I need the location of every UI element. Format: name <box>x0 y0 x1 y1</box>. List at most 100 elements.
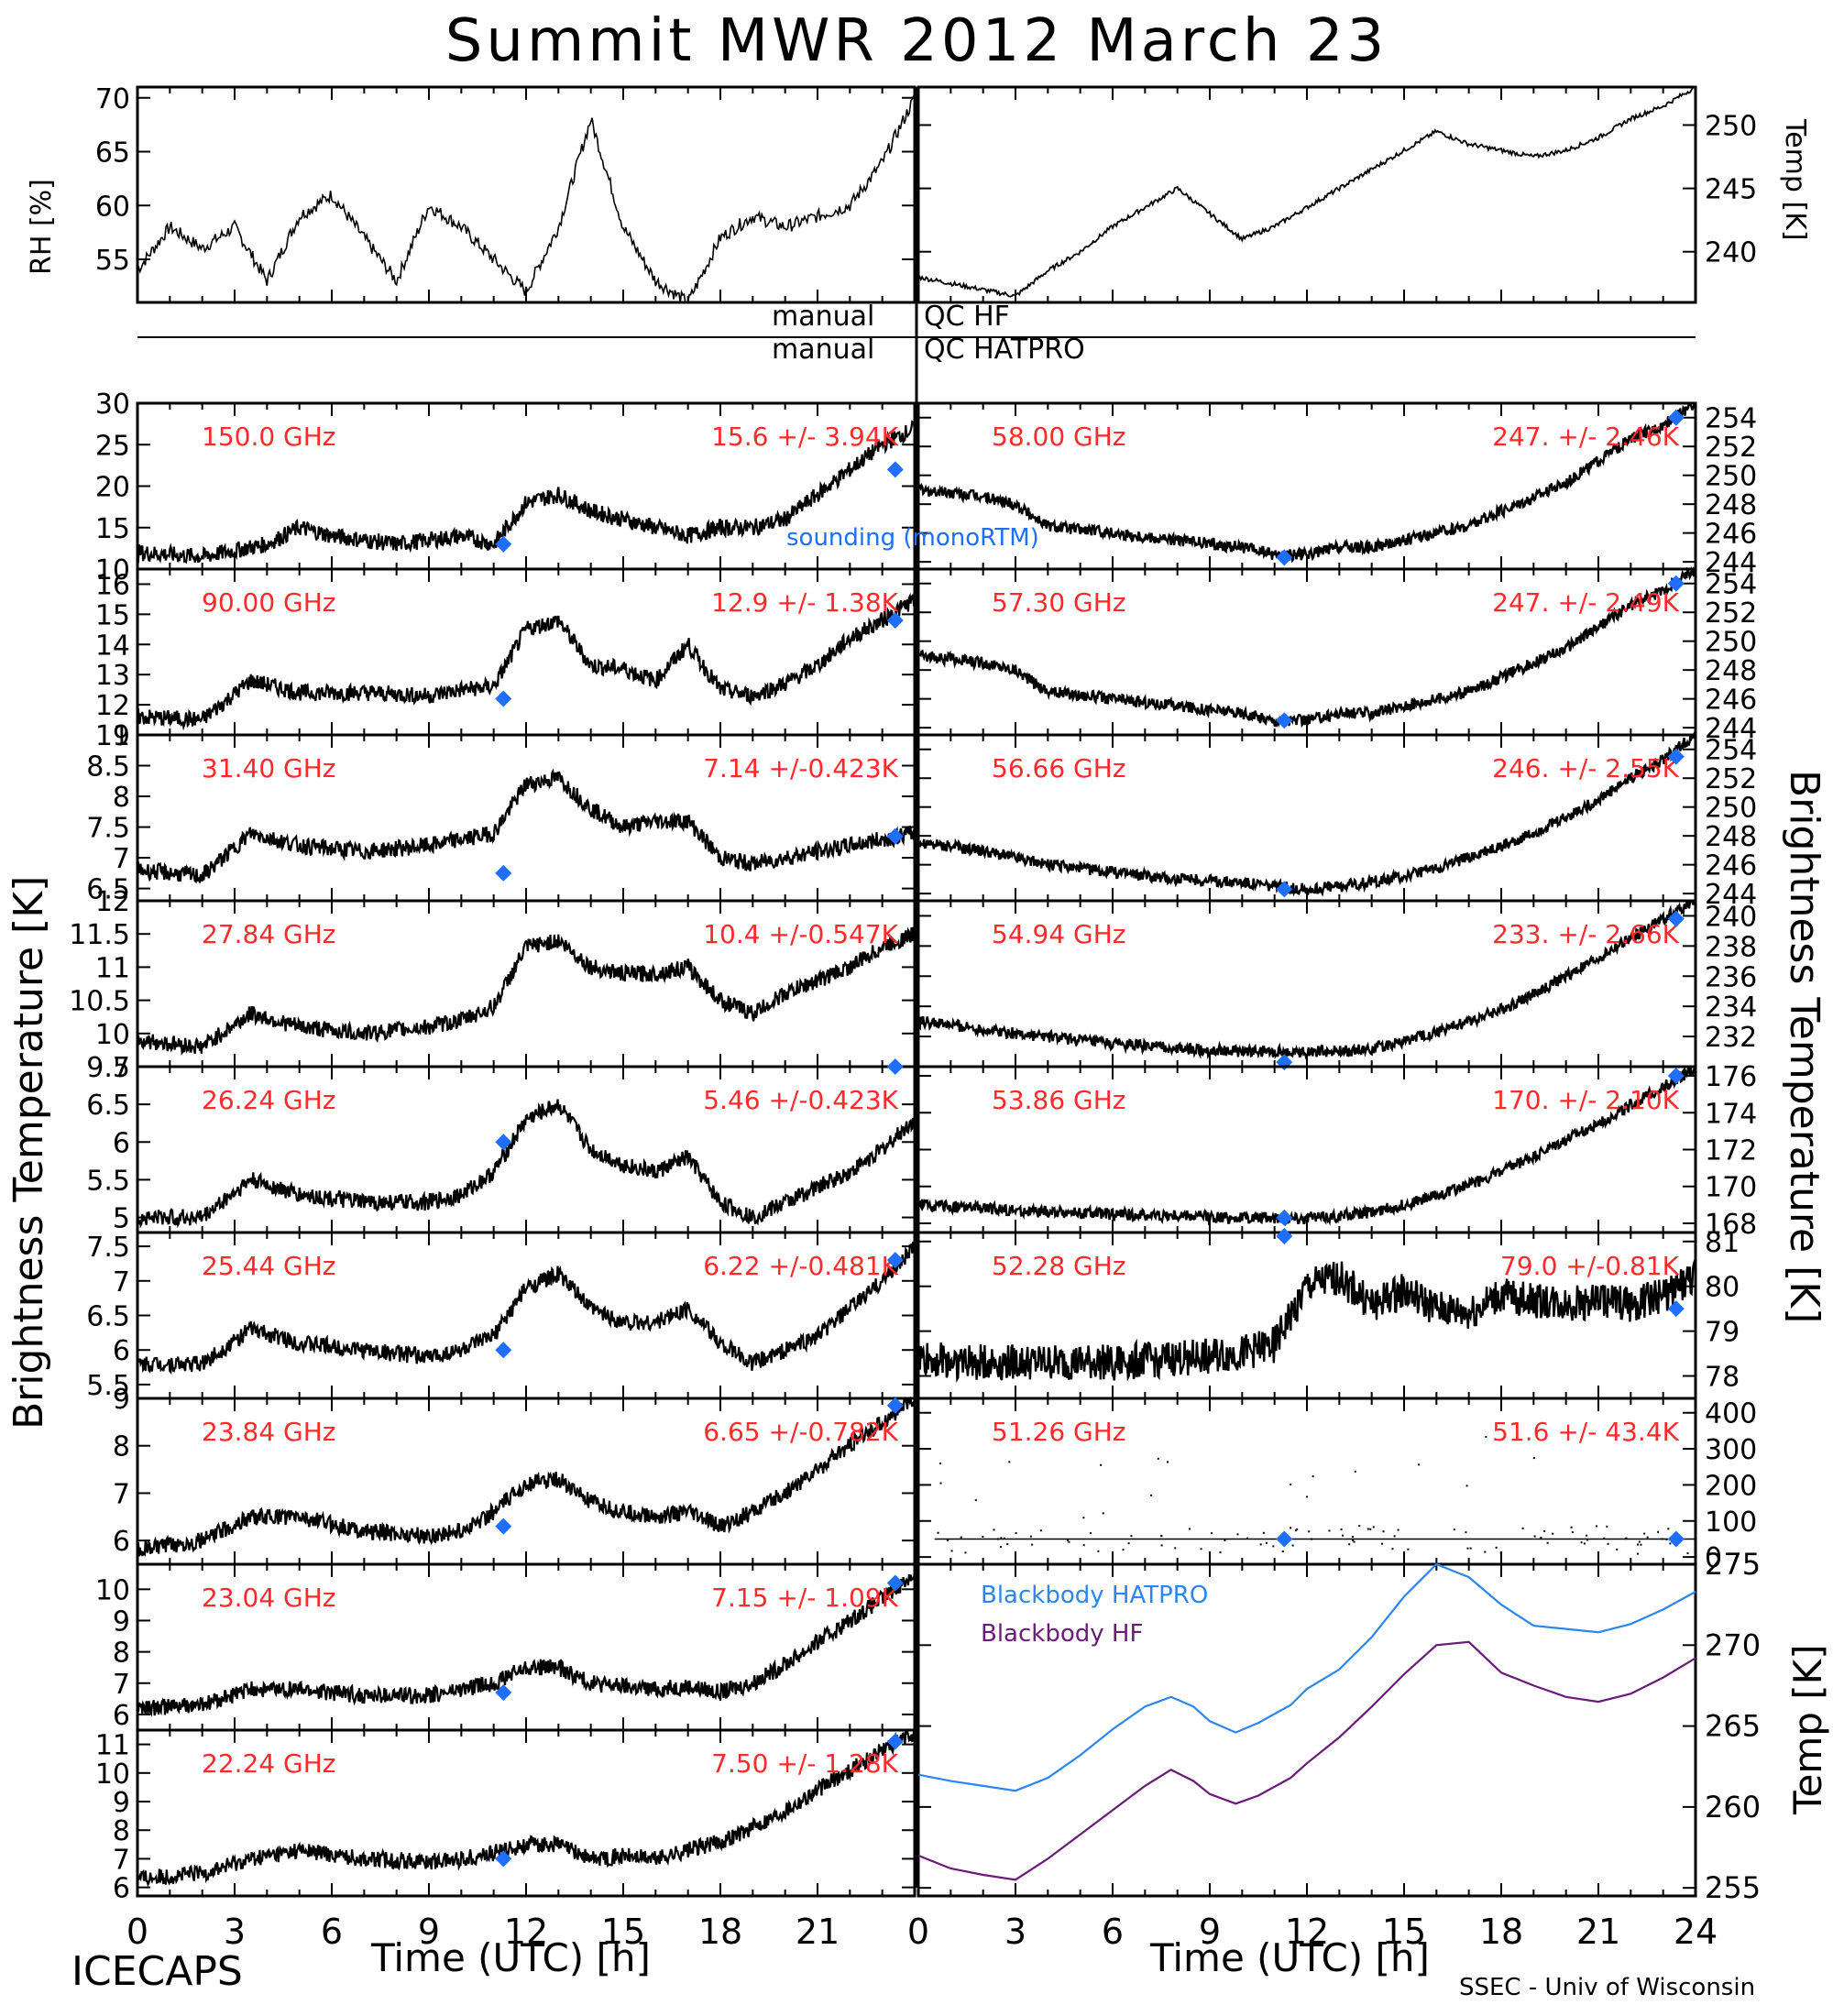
qc-hf-label-a: manual <box>772 301 875 333</box>
scatter-point <box>1354 1470 1356 1473</box>
y-tick-label: 300 <box>1705 1434 1757 1466</box>
panel-frame-rh <box>136 85 916 304</box>
scatter-point <box>1003 1537 1005 1539</box>
freq-label-31.4: 31.40 GHz <box>202 753 336 783</box>
scatter-point <box>1160 1534 1163 1537</box>
scatter-point <box>1341 1534 1344 1537</box>
scatter-point <box>1580 1541 1583 1544</box>
freq-label-58: 58.00 GHz <box>992 422 1126 452</box>
scatter-point <box>1348 1543 1351 1546</box>
sounding-point <box>886 1733 904 1750</box>
y-tick-label: 9.5 <box>86 1052 130 1084</box>
x-tick-label-left: 21 <box>796 1912 840 1952</box>
scatter-point <box>1031 1543 1034 1546</box>
scatter-point <box>1097 1550 1100 1552</box>
stat-label-90: 12.9 +/- 1.38K <box>711 587 898 618</box>
series-line-53.86 <box>917 1066 1696 1227</box>
scatter-point <box>1291 1544 1294 1547</box>
series-line-58 <box>916 401 1696 564</box>
y-tick-label: 12 <box>95 886 130 918</box>
scatter-point <box>1089 1532 1092 1535</box>
scatter-point <box>1532 1457 1535 1460</box>
y-tick-label: 7 <box>113 843 130 875</box>
y-tick-label: 7.5 <box>86 1232 130 1264</box>
y-tick-label: 252 <box>1705 597 1757 630</box>
scatter-point <box>1308 1530 1311 1533</box>
sounding-point <box>1667 1068 1685 1085</box>
y-tick-label: 176 <box>1705 1061 1757 1093</box>
stat-label-53.86: 170. +/- 2.10K <box>1492 1085 1679 1115</box>
y-tick-label: 275 <box>1705 1547 1761 1582</box>
scatter-point <box>1372 1526 1375 1528</box>
scatter-point <box>1418 1463 1421 1466</box>
scatter-point <box>1546 1541 1549 1544</box>
scatter-point <box>1552 1532 1554 1535</box>
x-tick-label-left: 6 <box>321 1912 343 1952</box>
y-tick-label: 254 <box>1705 569 1757 601</box>
scatter-point <box>1465 1485 1468 1487</box>
y-tick-label: 168 <box>1705 1209 1757 1241</box>
scatter-point <box>1640 1543 1642 1546</box>
y-tick-label: 8 <box>113 1638 130 1670</box>
scatter-point <box>1586 1539 1589 1541</box>
y-tick-label: 0 <box>1705 1542 1722 1574</box>
y-tick-label: 238 <box>1705 931 1757 963</box>
series-line-25.44 <box>136 1240 916 1375</box>
sounding-point <box>886 827 904 845</box>
y-tick-label: 8.5 <box>86 751 130 783</box>
y-tick-label: 260 <box>1705 1790 1761 1824</box>
scatter-point <box>1211 1532 1213 1535</box>
scatter-point <box>1465 1531 1467 1534</box>
chart-title: Summit MWR 2012 March 23 <box>445 7 1388 75</box>
qc-hatpro-label-b: QC HATPRO <box>924 334 1085 366</box>
scatter-point <box>1157 1457 1159 1460</box>
y-tick-label: 246 <box>1705 519 1757 551</box>
scatter-point <box>950 1550 953 1552</box>
y-tick-label: 170 <box>1705 1172 1757 1204</box>
qc-hf-label-b: QC HF <box>924 301 1010 333</box>
y-tick-label: 11 <box>95 952 130 984</box>
sounding-point <box>495 1684 512 1702</box>
y-tick-label: 5.5 <box>86 1370 130 1402</box>
scatter-point <box>1393 1535 1396 1538</box>
scatter-point <box>1000 1546 1003 1549</box>
scatter-point <box>947 1539 949 1541</box>
y-tick-label: 7 <box>113 1266 130 1298</box>
scatter-point <box>1595 1525 1597 1528</box>
scatter-point <box>1381 1542 1384 1545</box>
freq-label-150: 150.0 GHz <box>202 422 336 452</box>
panel-frame-temp <box>916 85 1697 304</box>
y-tick-label: 30 <box>95 389 130 421</box>
scatter-point <box>964 1551 967 1554</box>
y-tick-label: 400 <box>1705 1398 1757 1430</box>
y-tick-label: 200 <box>1705 1470 1757 1502</box>
scatter-point <box>1265 1541 1268 1544</box>
x-tick-label-right: 3 <box>1004 1912 1026 1952</box>
y-tick-label: 10 <box>95 1574 130 1606</box>
scatter-point <box>1000 1537 1003 1539</box>
x-axis-label-left: Time (UTC) [h] <box>371 1935 651 1980</box>
series-line-56.66 <box>916 731 1697 897</box>
scatter-point <box>1100 1463 1103 1466</box>
stat-label-22.24: 7.50 +/- 1.28K <box>711 1748 898 1779</box>
scatter-point <box>1236 1533 1239 1536</box>
y-tick-label: 244 <box>1705 547 1757 579</box>
scatter-point <box>1130 1535 1133 1538</box>
y-tick-label: 248 <box>1705 821 1757 853</box>
y-tick-label: 5.5 <box>86 1165 130 1197</box>
scatter-point <box>1636 1552 1639 1555</box>
scatter-point <box>1499 1551 1502 1554</box>
sounding-point <box>1667 1530 1685 1548</box>
y-tick-label: 250 <box>1705 110 1757 142</box>
y-tick-label: 6.5 <box>86 1301 130 1333</box>
stat-label-31.4: 7.14 +/-0.423K <box>703 753 898 783</box>
y-tick-label: 6 <box>113 1526 130 1558</box>
x-tick-label-right: 21 <box>1576 1912 1620 1952</box>
x-tick-label-right: 15 <box>1382 1912 1426 1952</box>
y-tick-label: 10 <box>95 554 130 586</box>
sounding-point <box>886 1058 904 1075</box>
scatter-point <box>1543 1529 1546 1532</box>
stat-label-23.04: 7.15 +/- 1.09K <box>711 1583 898 1613</box>
y-tick-label: 248 <box>1705 655 1757 687</box>
freq-label-53.86: 53.86 GHz <box>992 1085 1126 1115</box>
